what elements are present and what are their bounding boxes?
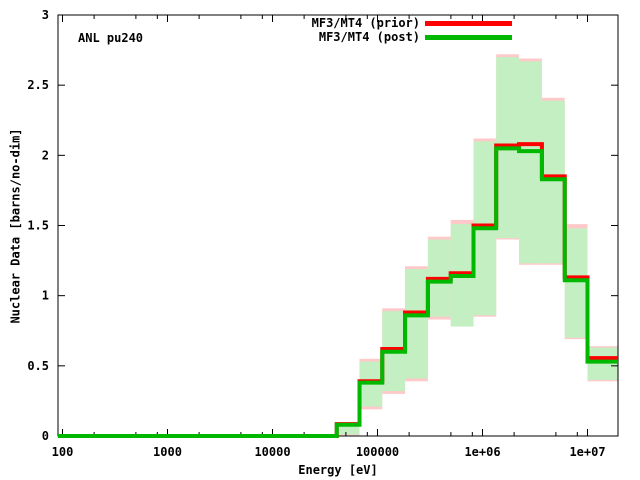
y-tick-label: 0	[42, 429, 49, 443]
post-uncertainty-band	[564, 228, 588, 338]
x-tick-label: 100	[52, 445, 74, 459]
post-uncertainty-band	[587, 347, 618, 380]
x-tick-label: 100000	[356, 445, 399, 459]
legend-line-prior	[425, 21, 512, 26]
y-tick-label: 1.5	[27, 219, 49, 233]
legend-label-post: MF3/MT4 (post)	[318, 30, 420, 44]
post-uncertainty-band	[336, 423, 360, 435]
y-tick-label: 3	[42, 8, 49, 22]
post-uncertainty-band	[405, 269, 428, 379]
post-uncertainty-band	[541, 100, 565, 264]
y-tick-label: 2.5	[27, 78, 49, 92]
post-uncertainty-band	[519, 61, 542, 264]
y-tick-label: 0.5	[27, 359, 49, 373]
x-tick-label: 1e+07	[569, 445, 605, 459]
post-step-line	[58, 146, 618, 438]
x-tick-label: 1000	[153, 445, 182, 459]
y-tick-label: 1	[42, 289, 49, 303]
y-tick-label: 2	[42, 148, 49, 162]
x-axis-title: Energy [eV]	[298, 463, 378, 477]
x-tick-label: 10000	[254, 445, 290, 459]
legend-label-prior: MF3/MT4 (prior)	[311, 16, 420, 30]
legend-line-post	[425, 35, 512, 40]
x-tick-label: 1e+06	[464, 445, 500, 459]
annotation-label: ANL pu240	[78, 31, 144, 45]
y-axis-title: Nuclear Data [barns/no-dim]	[8, 128, 23, 324]
